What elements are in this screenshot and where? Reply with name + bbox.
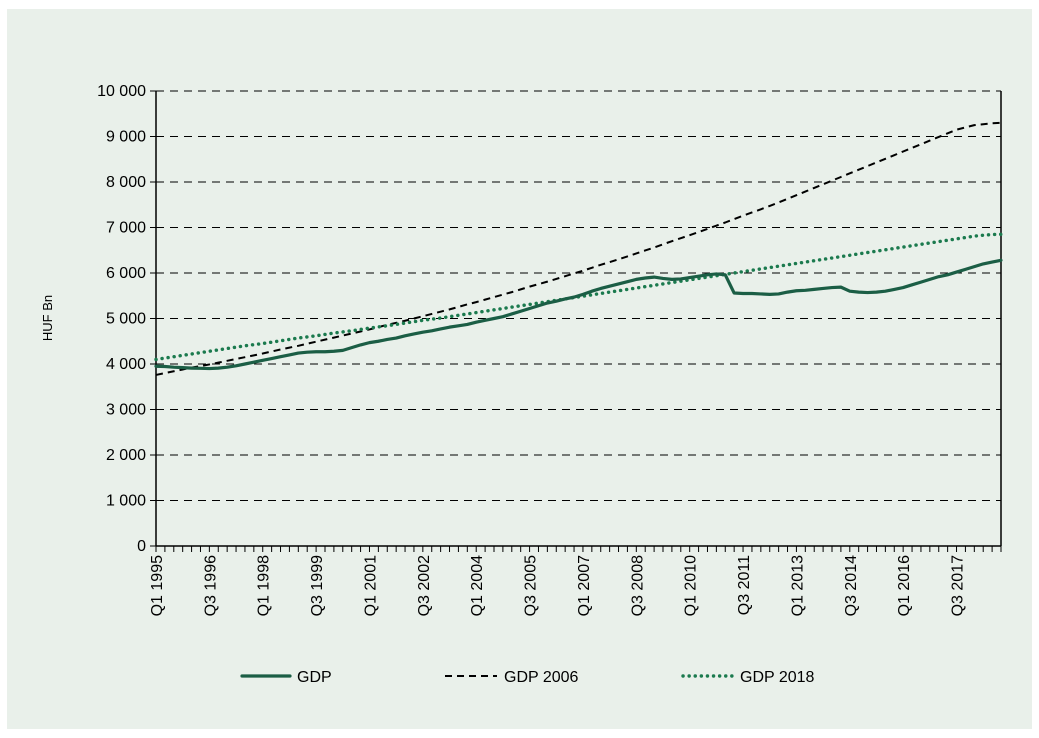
x-tick-label: Q1 2016 (896, 555, 913, 616)
x-axis-ticks: Q1 1995 Q3 1996 Q1 1998 Q3 1999 Q1 2001 Q3 20… (149, 546, 1002, 616)
x-tick-label: Q1 2007 (576, 555, 593, 616)
x-tick-label: Q1 1998 (256, 555, 273, 616)
x-tick-label: Q3 2011 (736, 555, 753, 615)
x-tick-label: Q1 2010 (683, 555, 700, 616)
series-line-solid (154, 258, 1003, 371)
legend-label: GDP 2018 (740, 669, 815, 686)
x-tick-label: Q3 2014 (843, 555, 860, 616)
legend-label: GDP 2006 (504, 669, 579, 686)
y-tick-label: 3 000 (106, 402, 146, 419)
y-axis-ticks: 0 1 000 2 000 3 000 4 000 5 000 6 000 7 000 8 00… (97, 83, 156, 555)
y-tick-label: 4 000 (106, 356, 146, 373)
x-tick-label: Q1 2013 (789, 555, 806, 616)
x-tick-label: Q3 2008 (629, 555, 646, 616)
x-tick-label: Q1 1995 (149, 555, 166, 616)
legend: GDP GDP 2006 GDP 2018 (240, 669, 815, 686)
y-tick-label: 9 000 (106, 129, 146, 146)
gridlines (155, 90, 1002, 547)
y-tick-label: 5 000 (106, 311, 146, 328)
x-tick-label: Q3 2005 (523, 555, 540, 616)
y-tick-label: 2 000 (106, 447, 146, 464)
series-line-dashed (155, 121, 1002, 376)
y-tick-label: 1 000 (106, 493, 146, 510)
x-tick-label: Q3 2002 (416, 555, 433, 616)
x-tick-label: Q3 2017 (950, 555, 967, 616)
y-tick-label: 6 000 (106, 265, 146, 282)
series-lines (154, 121, 1003, 376)
y-tick-label: 0 (137, 538, 146, 555)
x-tick-label: Q1 2004 (469, 555, 486, 616)
x-tick-label: Q3 1999 (309, 555, 326, 616)
y-tick-label: 10 000 (97, 83, 146, 100)
x-tick-label: Q3 1996 (202, 555, 219, 616)
chart-panel (7, 9, 1032, 729)
y-axis-label: HUF Bn (40, 295, 55, 341)
legend-label: GDP (297, 669, 332, 686)
y-tick-label: 7 000 (106, 220, 146, 237)
x-tick-label: Q1 2001 (362, 555, 379, 616)
y-tick-label: 8 000 (106, 174, 146, 191)
